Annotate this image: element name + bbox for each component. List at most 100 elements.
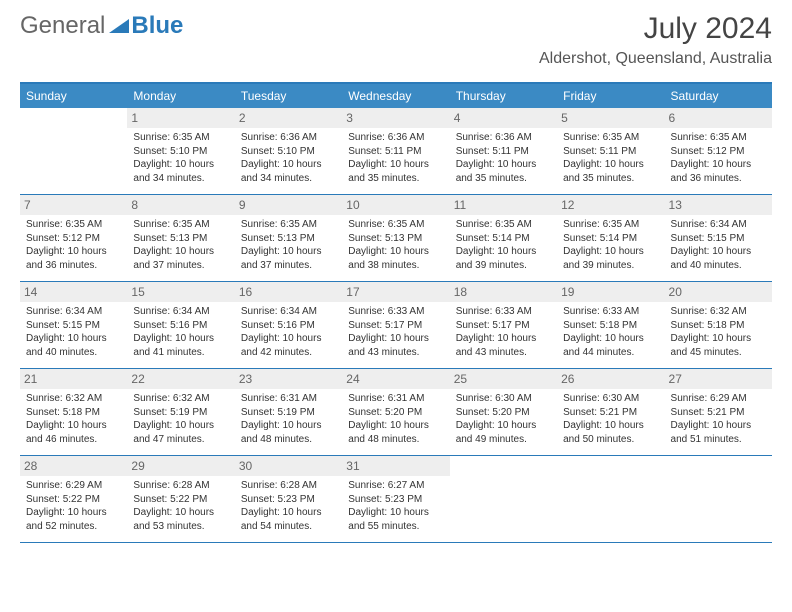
daylight-text: Daylight: 10 hours and 47 minutes. — [133, 419, 228, 446]
calendar-cell: 10Sunrise: 6:35 AMSunset: 5:13 PMDayligh… — [342, 195, 449, 281]
day-number: 5 — [557, 108, 664, 128]
sunset-text: Sunset: 5:11 PM — [563, 145, 658, 159]
daylight-text: Daylight: 10 hours and 37 minutes. — [241, 245, 336, 272]
day-number: 15 — [127, 282, 234, 302]
daylight-text: Daylight: 10 hours and 42 minutes. — [241, 332, 336, 359]
sunset-text: Sunset: 5:23 PM — [241, 493, 336, 507]
day-number: 9 — [235, 195, 342, 215]
sunrise-text: Sunrise: 6:35 AM — [348, 218, 443, 232]
day-number: 3 — [342, 108, 449, 128]
calendar-cell: 30Sunrise: 6:28 AMSunset: 5:23 PMDayligh… — [235, 456, 342, 542]
sunrise-text: Sunrise: 6:36 AM — [456, 131, 551, 145]
daylight-text: Daylight: 10 hours and 37 minutes. — [133, 245, 228, 272]
calendar-cell: 20Sunrise: 6:32 AMSunset: 5:18 PMDayligh… — [665, 282, 772, 368]
sunset-text: Sunset: 5:21 PM — [563, 406, 658, 420]
day-of-week-header: Monday — [127, 84, 234, 108]
sunset-text: Sunset: 5:19 PM — [241, 406, 336, 420]
sunset-text: Sunset: 5:20 PM — [348, 406, 443, 420]
day-of-week-header: Tuesday — [235, 84, 342, 108]
logo: General Blue — [20, 12, 183, 40]
day-of-week-header: Friday — [557, 84, 664, 108]
sunset-text: Sunset: 5:23 PM — [348, 493, 443, 507]
calendar-cell: 23Sunrise: 6:31 AMSunset: 5:19 PMDayligh… — [235, 369, 342, 455]
sunrise-text: Sunrise: 6:33 AM — [563, 305, 658, 319]
calendar-cell: 4 Sunrise: 6:36 AMSunset: 5:11 PMDaylight… — [450, 108, 557, 194]
sunrise-text: Sunrise: 6:31 AM — [241, 392, 336, 406]
sunset-text: Sunset: 5:20 PM — [456, 406, 551, 420]
daylight-text: Daylight: 10 hours and 41 minutes. — [133, 332, 228, 359]
calendar-cell: 11Sunrise: 6:35 AMSunset: 5:14 PMDayligh… — [450, 195, 557, 281]
sunset-text: Sunset: 5:22 PM — [26, 493, 121, 507]
daylight-text: Daylight: 10 hours and 51 minutes. — [671, 419, 766, 446]
day-number: 22 — [127, 369, 234, 389]
sunrise-text: Sunrise: 6:30 AM — [456, 392, 551, 406]
sunrise-text: Sunrise: 6:31 AM — [348, 392, 443, 406]
daylight-text: Daylight: 10 hours and 45 minutes. — [671, 332, 766, 359]
daylight-text: Daylight: 10 hours and 39 minutes. — [456, 245, 551, 272]
daylight-text: Daylight: 10 hours and 54 minutes. — [241, 506, 336, 533]
calendar-week: 28Sunrise: 6:29 AMSunset: 5:22 PMDayligh… — [20, 456, 772, 543]
daylight-text: Daylight: 10 hours and 35 minutes. — [348, 158, 443, 185]
daylight-text: Daylight: 10 hours and 34 minutes. — [241, 158, 336, 185]
sunset-text: Sunset: 5:22 PM — [133, 493, 228, 507]
calendar-cell: 14Sunrise: 6:34 AMSunset: 5:15 PMDayligh… — [20, 282, 127, 368]
calendar-cell — [20, 108, 127, 194]
daylight-text: Daylight: 10 hours and 43 minutes. — [456, 332, 551, 359]
sunset-text: Sunset: 5:11 PM — [456, 145, 551, 159]
sunset-text: Sunset: 5:12 PM — [26, 232, 121, 246]
calendar-cell — [557, 456, 664, 542]
daylight-text: Daylight: 10 hours and 52 minutes. — [26, 506, 121, 533]
calendar-cell: 9Sunrise: 6:35 AMSunset: 5:13 PMDaylight… — [235, 195, 342, 281]
logo-triangle-icon — [109, 12, 129, 40]
day-number: 2 — [235, 108, 342, 128]
sunrise-text: Sunrise: 6:34 AM — [26, 305, 121, 319]
day-of-week-header: Thursday — [450, 84, 557, 108]
sunrise-text: Sunrise: 6:29 AM — [671, 392, 766, 406]
calendar-cell: 22Sunrise: 6:32 AMSunset: 5:19 PMDayligh… — [127, 369, 234, 455]
sunrise-text: Sunrise: 6:36 AM — [241, 131, 336, 145]
sunset-text: Sunset: 5:18 PM — [26, 406, 121, 420]
daylight-text: Daylight: 10 hours and 48 minutes. — [348, 419, 443, 446]
sunrise-text: Sunrise: 6:32 AM — [671, 305, 766, 319]
calendar-cell: 18Sunrise: 6:33 AMSunset: 5:17 PMDayligh… — [450, 282, 557, 368]
sunrise-text: Sunrise: 6:33 AM — [456, 305, 551, 319]
sunset-text: Sunset: 5:17 PM — [456, 319, 551, 333]
calendar-cell: 28 Sunrise: 6:29 AMSunset: 5:22 PMDayligh… — [20, 456, 127, 542]
sunrise-text: Sunrise: 6:30 AM — [563, 392, 658, 406]
day-number: 4 — [450, 108, 557, 128]
sunset-text: Sunset: 5:14 PM — [563, 232, 658, 246]
daylight-text: Daylight: 10 hours and 48 minutes. — [241, 419, 336, 446]
sunrise-text: Sunrise: 6:29 AM — [26, 479, 121, 493]
calendar: SundayMondayTuesdayWednesdayThursdayFrid… — [20, 82, 772, 543]
daylight-text: Daylight: 10 hours and 49 minutes. — [456, 419, 551, 446]
day-number: 20 — [665, 282, 772, 302]
day-number: 28 — [20, 456, 127, 476]
daylight-text: Daylight: 10 hours and 40 minutes. — [26, 332, 121, 359]
sunset-text: Sunset: 5:18 PM — [563, 319, 658, 333]
logo-text-1: General — [20, 12, 105, 40]
daylight-text: Daylight: 10 hours and 36 minutes. — [26, 245, 121, 272]
calendar-cell — [450, 456, 557, 542]
day-of-week-header: Wednesday — [342, 84, 449, 108]
day-number: 11 — [450, 195, 557, 215]
sunset-text: Sunset: 5:16 PM — [241, 319, 336, 333]
day-of-week-header: Saturday — [665, 84, 772, 108]
calendar-week: 14Sunrise: 6:34 AMSunset: 5:15 PMDayligh… — [20, 282, 772, 369]
day-number: 25 — [450, 369, 557, 389]
sunrise-text: Sunrise: 6:34 AM — [671, 218, 766, 232]
calendar-cell: 13Sunrise: 6:34 AMSunset: 5:15 PMDayligh… — [665, 195, 772, 281]
daylight-text: Daylight: 10 hours and 50 minutes. — [563, 419, 658, 446]
calendar-cell — [665, 456, 772, 542]
logo-text-2: Blue — [131, 12, 183, 40]
sunset-text: Sunset: 5:12 PM — [671, 145, 766, 159]
calendar-cell: 16Sunrise: 6:34 AMSunset: 5:16 PMDayligh… — [235, 282, 342, 368]
sunset-text: Sunset: 5:10 PM — [133, 145, 228, 159]
day-number: 24 — [342, 369, 449, 389]
daylight-text: Daylight: 10 hours and 44 minutes. — [563, 332, 658, 359]
sunrise-text: Sunrise: 6:35 AM — [563, 218, 658, 232]
day-number: 6 — [665, 108, 772, 128]
calendar-week: 21Sunrise: 6:32 AMSunset: 5:18 PMDayligh… — [20, 369, 772, 456]
sunrise-text: Sunrise: 6:35 AM — [563, 131, 658, 145]
day-number: 19 — [557, 282, 664, 302]
daylight-text: Daylight: 10 hours and 35 minutes. — [456, 158, 551, 185]
